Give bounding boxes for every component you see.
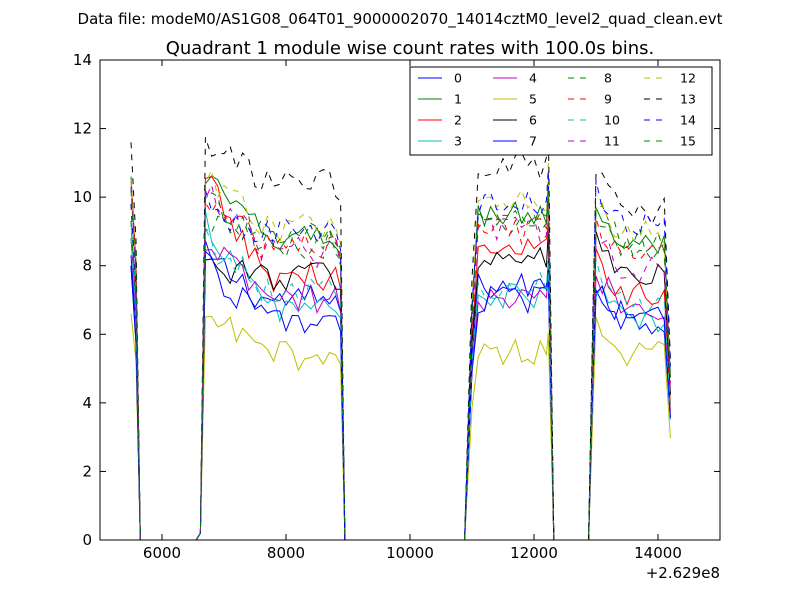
figure-suptitle: Data file: modeM0/AS1G08_064T01_90000020… [78,10,723,29]
y-tick-label: 8 [82,257,92,275]
series-line-10 [130,228,671,540]
x-tick-label: 6000 [143,544,181,562]
y-tick-label: 10 [73,188,92,206]
legend-label-3: 3 [454,134,462,149]
legend-label-10: 10 [604,113,620,128]
legend-label-8: 8 [604,71,612,86]
y-tick-label: 6 [82,325,92,343]
x-tick-label: 12000 [510,544,558,562]
legend-label-1: 1 [454,92,462,107]
series-line-7 [130,250,671,540]
legend-label-11: 11 [604,134,620,149]
x-tick-label: 14000 [634,544,682,562]
series-line-14 [130,170,671,540]
y-tick-label: 14 [73,51,92,69]
legend-frame [409,66,713,156]
legend-label-2: 2 [454,113,462,128]
legend-label-4: 4 [529,71,537,86]
legend-label-13: 13 [680,92,696,107]
legend-label-7: 7 [529,134,537,149]
legend-label-5: 5 [529,92,537,107]
legend-label-0: 0 [454,71,462,86]
y-tick-label: 0 [82,531,92,549]
legend-label-12: 12 [680,71,696,86]
x-tick-label: 10000 [386,544,434,562]
legend-label-14: 14 [680,113,696,128]
legend-label-15: 15 [680,134,696,149]
series-line-13 [130,128,671,540]
y-tick-label: 12 [73,120,92,138]
chart-title: Quadrant 1 module wise count rates with … [166,38,655,59]
legend-label-9: 9 [604,92,612,107]
legend-label-6: 6 [529,113,537,128]
y-tick-label: 4 [82,394,92,412]
y-tick-label: 2 [82,462,92,480]
series-line-5 [130,313,671,540]
series-line-15 [130,189,671,540]
x-offset-label: +2.629e8 [646,564,720,582]
series-line-12 [130,162,671,540]
x-tick-label: 8000 [267,544,305,562]
series-layer [130,128,671,540]
